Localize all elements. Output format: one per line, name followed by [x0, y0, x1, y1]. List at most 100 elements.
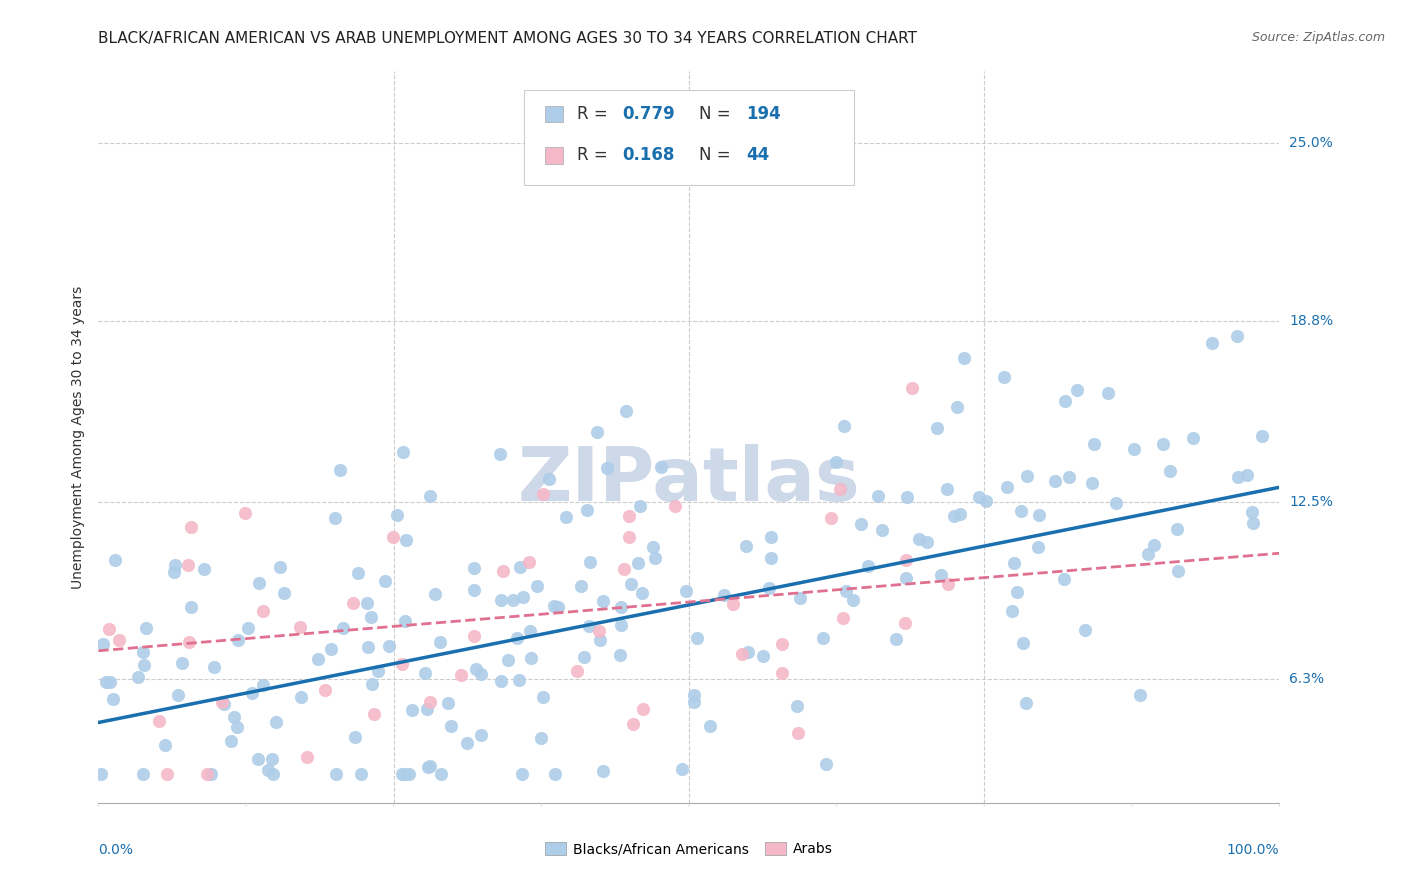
Point	[416, 702, 439, 716]
Text: 25.0%: 25.0%	[1289, 136, 1333, 150]
Point	[233, 506, 256, 520]
Point	[870, 523, 893, 537]
Point	[360, 676, 382, 690]
Point	[759, 551, 782, 566]
Point	[401, 703, 423, 717]
Point	[236, 621, 259, 635]
Point	[392, 444, 415, 458]
Text: 194: 194	[747, 104, 780, 123]
Text: 6.3%: 6.3%	[1289, 673, 1324, 687]
Point	[226, 632, 249, 647]
Point	[650, 460, 672, 475]
Point	[394, 767, 416, 781]
Point	[357, 640, 380, 655]
Point	[1129, 688, 1152, 702]
Point	[576, 503, 599, 517]
Point	[596, 461, 619, 475]
Point	[1123, 442, 1146, 456]
Point	[1026, 540, 1049, 554]
Text: 44: 44	[747, 146, 769, 164]
Point	[617, 531, 640, 545]
Point	[163, 558, 186, 572]
Point	[510, 767, 533, 781]
Point	[450, 668, 472, 682]
FancyBboxPatch shape	[546, 106, 562, 122]
Point	[917, 534, 939, 549]
Point	[929, 568, 952, 582]
Point	[1015, 469, 1038, 483]
Point	[1053, 393, 1076, 408]
Point	[470, 667, 492, 681]
Point	[1143, 538, 1166, 552]
Point	[398, 767, 420, 781]
Point	[153, 738, 176, 752]
Point	[894, 615, 917, 630]
Point	[627, 556, 650, 570]
Text: 100.0%: 100.0%	[1227, 843, 1279, 857]
Point	[617, 509, 640, 524]
Point	[1043, 474, 1066, 488]
Point	[610, 600, 633, 615]
Point	[908, 532, 931, 546]
Point	[849, 517, 872, 532]
Point	[463, 560, 485, 574]
Point	[721, 597, 744, 611]
Point	[508, 673, 530, 688]
Point	[543, 599, 565, 614]
Point	[1005, 584, 1028, 599]
Point	[830, 482, 852, 496]
Point	[942, 508, 965, 523]
Point	[429, 634, 451, 648]
Point	[1002, 556, 1025, 570]
Point	[492, 564, 515, 578]
Point	[180, 520, 202, 534]
Point	[572, 650, 595, 665]
Point	[240, 686, 263, 700]
Point	[1251, 428, 1274, 442]
Point	[565, 664, 588, 678]
Point	[269, 560, 291, 574]
Point	[517, 555, 540, 569]
Point	[616, 403, 638, 417]
Point	[1181, 431, 1204, 445]
Point	[90, 767, 112, 781]
Point	[856, 559, 879, 574]
Point	[437, 696, 460, 710]
Point	[202, 660, 225, 674]
Point	[952, 351, 974, 366]
Point	[163, 565, 186, 579]
Point	[94, 675, 117, 690]
Point	[759, 530, 782, 544]
Point	[589, 632, 612, 647]
Point	[1066, 384, 1088, 398]
Point	[789, 591, 811, 606]
Point	[391, 767, 413, 781]
Point	[212, 697, 235, 711]
Point	[995, 480, 1018, 494]
Point	[247, 575, 270, 590]
Point	[682, 688, 704, 702]
Point	[391, 657, 413, 671]
Point	[631, 701, 654, 715]
Point	[219, 734, 242, 748]
Point	[530, 731, 553, 745]
Point	[735, 540, 758, 554]
Point	[273, 586, 295, 600]
Point	[257, 763, 280, 777]
Point	[519, 624, 541, 638]
Point	[613, 562, 636, 576]
Text: R =: R =	[578, 146, 613, 164]
Point	[1166, 522, 1188, 536]
Point	[1080, 476, 1102, 491]
Point	[664, 499, 686, 513]
Point	[343, 730, 366, 744]
Point	[1011, 636, 1033, 650]
Point	[463, 629, 485, 643]
Point	[329, 463, 352, 477]
Point	[1059, 469, 1081, 483]
Point	[1010, 504, 1032, 518]
Point	[1236, 467, 1258, 482]
Point	[288, 620, 311, 634]
Point	[815, 757, 838, 772]
Point	[751, 648, 773, 663]
